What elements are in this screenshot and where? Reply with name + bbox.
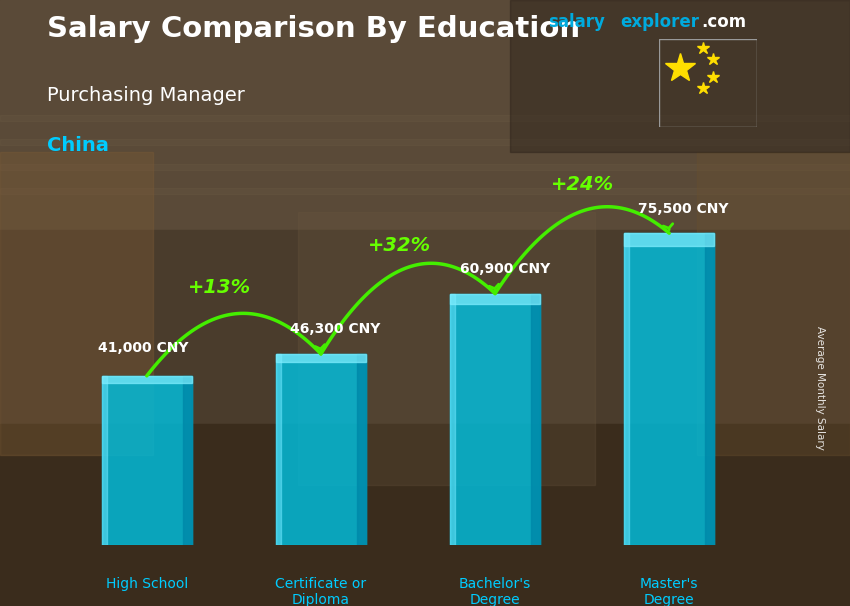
Text: Salary Comparison By Education: Salary Comparison By Education: [47, 15, 580, 43]
Bar: [531, 293, 541, 545]
Bar: [0, 152, 153, 454]
Bar: [0, 230, 850, 424]
Text: 60,900 CNY: 60,900 CNY: [460, 262, 551, 276]
Bar: [624, 233, 715, 245]
Bar: [275, 354, 366, 545]
Text: +24%: +24%: [551, 175, 614, 195]
Bar: [450, 293, 456, 545]
Bar: [275, 354, 281, 545]
Text: +32%: +32%: [368, 236, 431, 255]
Text: Average Monthly Salary: Average Monthly Salary: [815, 326, 825, 450]
Text: Master's
Degree: Master's Degree: [640, 577, 699, 606]
Text: 46,300 CNY: 46,300 CNY: [290, 322, 380, 336]
Bar: [101, 376, 107, 545]
Bar: [0, 164, 850, 170]
Text: 75,500 CNY: 75,500 CNY: [638, 202, 728, 216]
Bar: [697, 152, 850, 454]
Bar: [298, 212, 595, 485]
Text: .com: .com: [701, 13, 746, 32]
Text: explorer: explorer: [620, 13, 700, 32]
Bar: [0, 139, 850, 145]
Bar: [275, 354, 366, 362]
Bar: [706, 233, 715, 545]
Bar: [624, 233, 715, 545]
Text: Certificate or
Diploma: Certificate or Diploma: [275, 577, 366, 606]
Bar: [0, 115, 850, 121]
Text: +13%: +13%: [189, 278, 252, 298]
Bar: [0, 188, 850, 194]
Text: Purchasing Manager: Purchasing Manager: [47, 86, 245, 105]
Bar: [183, 376, 192, 545]
Bar: [357, 354, 366, 545]
Bar: [0, 424, 850, 606]
Text: 41,000 CNY: 41,000 CNY: [98, 341, 189, 355]
Bar: [624, 233, 629, 545]
Text: China: China: [47, 136, 109, 155]
Bar: [450, 293, 541, 304]
Text: High School: High School: [105, 577, 188, 591]
Text: Bachelor's
Degree: Bachelor's Degree: [459, 577, 531, 606]
Bar: [101, 376, 192, 382]
Bar: [450, 293, 541, 545]
Text: salary: salary: [548, 13, 605, 32]
Bar: [101, 376, 192, 545]
Bar: [510, 0, 850, 152]
Bar: [0, 0, 850, 230]
